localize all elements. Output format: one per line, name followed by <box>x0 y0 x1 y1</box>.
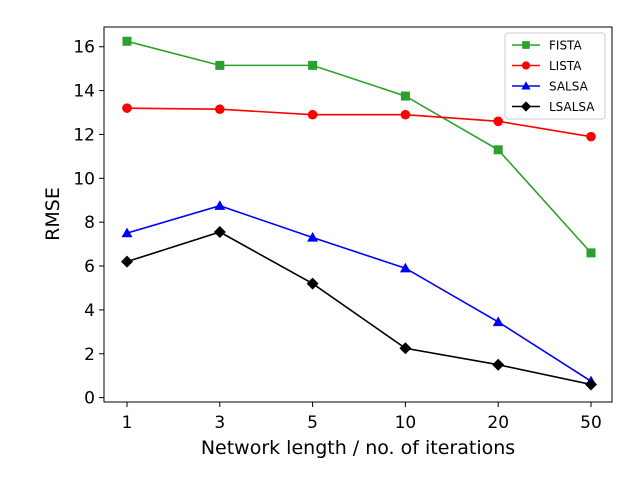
legend-box <box>504 32 606 120</box>
series-lista <box>122 103 596 142</box>
data-point-fista <box>586 248 596 258</box>
y-tick-label: 12 <box>73 125 95 145</box>
legend-marker-salsa <box>521 81 531 90</box>
legend-label-lista: LISTA <box>549 59 582 73</box>
data-point-lista <box>400 109 411 120</box>
series-line-salsa <box>126 204 592 382</box>
y-tick-label: 14 <box>73 82 95 102</box>
legend-label-lsalsa: LSALSA <box>549 100 595 114</box>
data-point-lsalsa <box>585 378 597 391</box>
data-point-lsalsa <box>399 342 412 355</box>
data-point-lista <box>122 103 132 113</box>
x-tick-label: 50 <box>580 413 602 433</box>
legend-label-salsa: SALSA <box>549 80 589 94</box>
x-tick-label: 5 <box>307 413 318 433</box>
series-fista <box>122 36 596 258</box>
data-point-lsalsa <box>306 277 319 290</box>
x-axis: 1 3 5 10 20 50 <box>122 402 602 433</box>
legend-item-lsalsa: LSALSA <box>512 100 595 114</box>
data-point-fista <box>122 36 132 46</box>
legend-marker-lista <box>521 61 531 70</box>
y-tick-label: 10 <box>73 169 95 189</box>
x-tick-label: 1 <box>122 413 133 433</box>
data-point-lsalsa <box>492 358 505 371</box>
data-point-fista <box>400 91 410 101</box>
plot-marks <box>121 36 597 391</box>
data-point-lista <box>307 109 318 120</box>
y-axis: 0 2 4 6 8 10 12 14 16 <box>73 38 104 409</box>
x-tick-label: 3 <box>214 413 225 433</box>
data-point-lista <box>586 131 596 142</box>
y-axis-label: RMSE <box>42 187 64 241</box>
x-tick-label: 10 <box>395 413 417 433</box>
y-tick-label: 2 <box>84 345 95 365</box>
legend-label-fista: FISTA <box>549 39 582 53</box>
legend-marker-lsalsa <box>520 101 532 112</box>
y-tick-label: 16 <box>73 38 95 58</box>
y-tick-label: 8 <box>84 213 95 233</box>
series-line-fista <box>126 40 592 254</box>
series-lsalsa <box>121 226 597 391</box>
legend-item-salsa: SALSA <box>512 80 589 94</box>
data-point-salsa <box>399 262 411 273</box>
data-point-salsa <box>214 200 226 210</box>
data-point-lsalsa <box>213 226 226 239</box>
data-point-fista <box>308 60 318 70</box>
x-axis-label: Network length / no. of iterations <box>201 437 515 459</box>
legend: FISTA LISTA SALSA LSALSA <box>504 32 606 120</box>
y-tick-label: 0 <box>84 389 95 409</box>
data-point-fista <box>215 60 225 70</box>
y-tick-label: 6 <box>84 257 95 277</box>
data-point-salsa <box>121 227 133 238</box>
data-point-lista <box>493 116 504 127</box>
data-point-lista <box>215 104 225 115</box>
legend-marker-fista <box>522 41 530 49</box>
y-tick-label: 4 <box>84 301 95 321</box>
x-tick-label: 20 <box>487 413 509 433</box>
series-line-lsalsa <box>126 231 592 386</box>
legend-item-fista: FISTA <box>512 39 582 53</box>
series-line-lista <box>126 107 592 138</box>
data-point-salsa <box>492 316 504 327</box>
data-point-lsalsa <box>121 255 133 268</box>
legend-item-lista: LISTA <box>512 59 582 73</box>
data-point-fista <box>493 145 503 155</box>
data-point-salsa <box>307 232 319 242</box>
plot-frame <box>103 26 613 403</box>
